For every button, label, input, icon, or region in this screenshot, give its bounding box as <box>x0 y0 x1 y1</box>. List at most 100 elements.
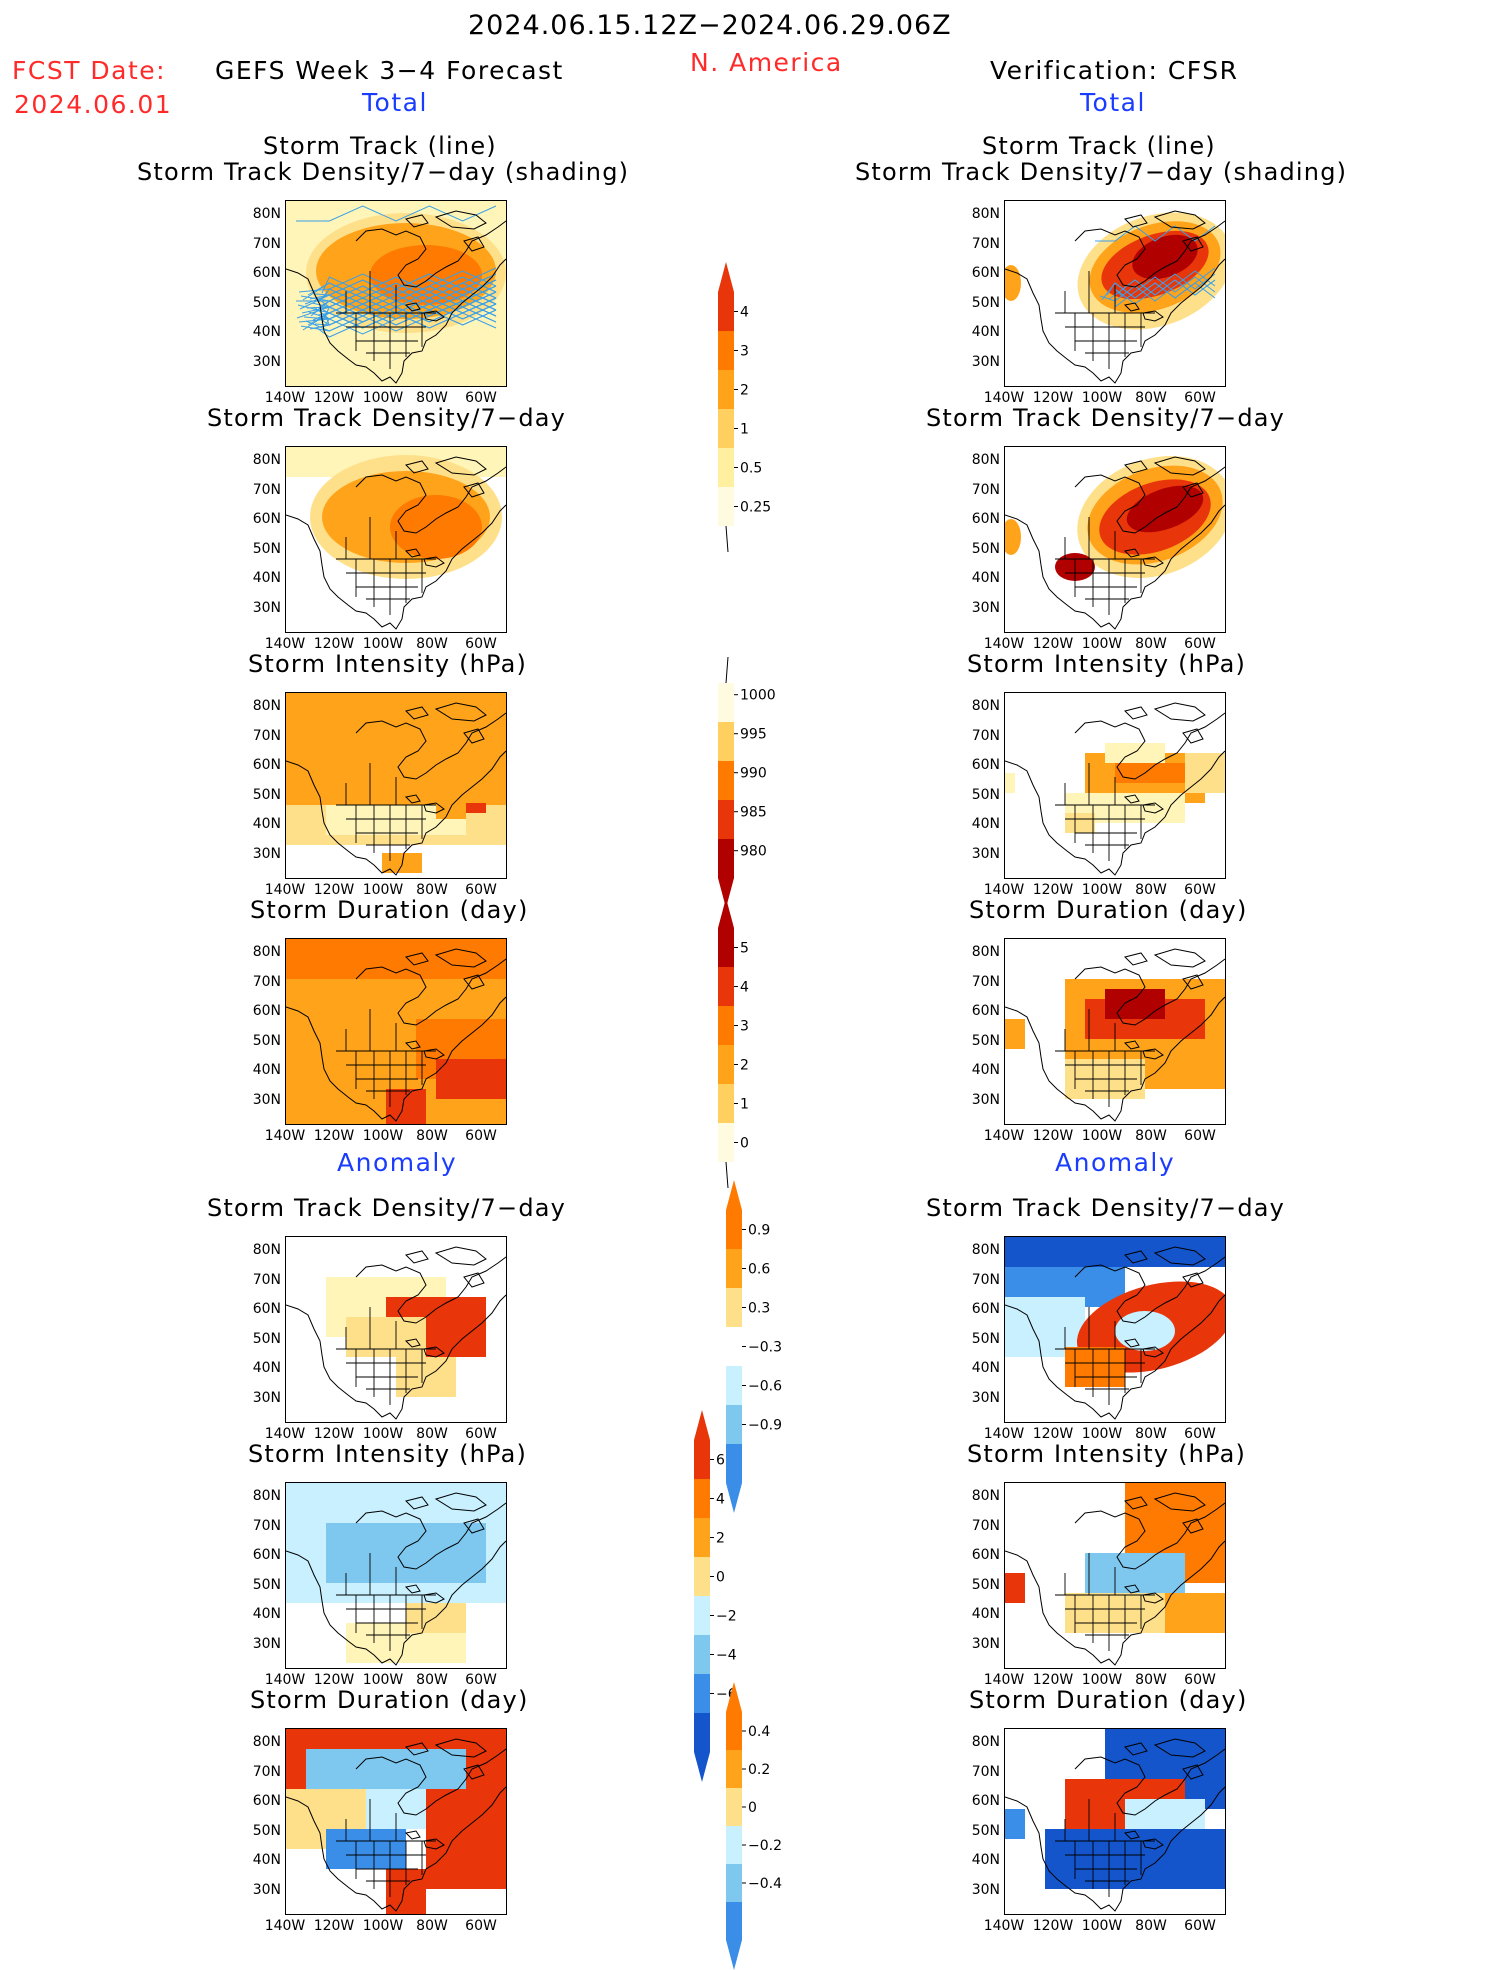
coastline <box>404 1338 445 1358</box>
storm-track-line <box>1106 267 1216 299</box>
shading-region <box>1005 265 1021 301</box>
colorbar-bottom-arrow <box>694 1752 710 1782</box>
lat-tick-label: 60N <box>971 1003 1000 1019</box>
lon-tick-label: 60W <box>1184 1426 1216 1442</box>
right-column-title: Verification: CFSR <box>990 56 1239 85</box>
lat-tick-label: 80N <box>971 1242 1000 1258</box>
lat-tick-label: 80N <box>252 452 281 468</box>
coastline <box>286 996 506 1122</box>
colorbar-bottom-arrow <box>726 1483 742 1513</box>
lon-tick-label: 60W <box>465 1426 497 1442</box>
lon-tick-label: 100W <box>362 1672 404 1688</box>
lat-tick-label: 70N <box>252 481 281 498</box>
map-canvas <box>1005 1483 1225 1666</box>
colorbar-segment <box>726 1902 742 1940</box>
obs-intensity-panel <box>1004 692 1226 879</box>
colorbar-label: −4 <box>716 1648 737 1664</box>
colorbar-label: 3 <box>740 344 749 360</box>
lat-tick-label: 70N <box>971 1271 1000 1288</box>
shading-cell <box>1005 1019 1025 1049</box>
colorbar-label: 3 <box>740 1019 749 1035</box>
lat-tick-label: 80N <box>971 452 1000 468</box>
shading-cell <box>1125 1799 1205 1829</box>
shading-cell <box>436 1059 506 1099</box>
lon-tick-label: 140W <box>983 390 1025 406</box>
coastline <box>1123 1830 1164 1850</box>
lat-tick-label: 80N <box>971 944 1000 960</box>
colorbar-top-arrow <box>694 1410 710 1440</box>
coastline <box>1005 996 1225 1122</box>
lat-tick-label: 70N <box>971 481 1000 498</box>
lat-tick-label: 30N <box>971 1389 1000 1406</box>
right-intensity-title: Storm Intensity (hPa) <box>967 650 1247 678</box>
shading-cell <box>1005 773 1015 793</box>
lat-tick-label: 40N <box>971 1852 1000 1868</box>
coastline <box>355 1502 506 1570</box>
lon-tick-label: 140W <box>264 882 306 898</box>
map-canvas <box>1005 948 1225 1122</box>
left-total-label: Total <box>362 88 428 117</box>
lon-tick-label: 80W <box>416 1918 448 1934</box>
shading-cell <box>466 803 486 813</box>
lat-tick-label: 70N <box>971 1763 1000 1780</box>
lat-tick-label: 30N <box>971 1881 1000 1898</box>
lat-tick-label: 60N <box>252 1003 281 1019</box>
lon-tick-label: 60W <box>1184 390 1216 406</box>
colorbar-label: 4 <box>716 1492 725 1508</box>
storm-track-line <box>321 276 497 294</box>
right-duration-title: Storm Duration (day) <box>969 896 1248 924</box>
density-total-colorbar: 4 3 2 1 0.5 0.25 <box>718 262 771 553</box>
lat-tick-label: 60N <box>971 1301 1000 1317</box>
colorbar-label: −0.6 <box>748 1379 782 1395</box>
colorbar-label: 990 <box>740 766 767 782</box>
colorbar-segment <box>718 683 734 722</box>
lon-tick-label: 100W <box>1081 1672 1123 1688</box>
coastline <box>405 702 487 744</box>
coastline <box>286 750 506 876</box>
colorbar-label: 0.3 <box>748 1301 770 1317</box>
lat-tick-label: 40N <box>971 1606 1000 1622</box>
lat-tick-label: 70N <box>252 973 281 990</box>
lat-tick-label: 40N <box>252 570 281 586</box>
colorbar-segment <box>718 487 734 526</box>
lon-tick-label: 60W <box>1184 1918 1216 1934</box>
colorbar-segment <box>718 722 734 761</box>
lat-tick-label: 40N <box>252 1852 281 1868</box>
lon-tick-label: 120W <box>313 1128 355 1144</box>
lon-tick-label: 100W <box>362 1128 404 1144</box>
lon-tick-label: 80W <box>416 636 448 652</box>
colorbar-label: 6 <box>716 1453 725 1469</box>
coastline <box>1005 258 1225 384</box>
lon-tick-label: 140W <box>264 1128 306 1144</box>
lat-tick-label: 80N <box>971 206 1000 222</box>
colorbar-segment <box>726 1712 742 1750</box>
colorbar-segment <box>718 331 734 370</box>
obs-duration-panel <box>1004 938 1226 1125</box>
colorbar-label: 1000 <box>740 688 776 704</box>
colorbar-label: 995 <box>740 727 767 743</box>
coastline <box>1123 302 1164 322</box>
colorbar-segment <box>718 1123 734 1162</box>
shading-cell <box>1005 1237 1225 1267</box>
lat-tick-label: 30N <box>252 1091 281 1108</box>
colorbar-bottom-arrow <box>726 1940 742 1970</box>
colorbar-segment <box>694 1440 710 1479</box>
lat-tick-label: 50N <box>971 1032 1000 1049</box>
lon-tick-label: 100W <box>1081 1128 1123 1144</box>
lon-tick-label: 60W <box>465 390 497 406</box>
lat-tick-label: 30N <box>971 1635 1000 1652</box>
coastline <box>405 1738 487 1780</box>
shading-region <box>390 495 482 559</box>
lat-tick-label: 80N <box>252 698 281 714</box>
colorbar-segment <box>718 1045 734 1084</box>
coastline <box>404 1040 445 1060</box>
coastline <box>1124 1492 1206 1534</box>
colorbar-label: 0.6 <box>748 1262 770 1278</box>
map-canvas <box>286 939 506 1124</box>
coastline <box>1005 1540 1225 1666</box>
lat-tick-label: 30N <box>971 845 1000 862</box>
lat-tick-label: 80N <box>252 1488 281 1504</box>
colorbar-label: 2 <box>740 383 749 399</box>
obs-anom-duration-panel <box>1004 1728 1226 1915</box>
